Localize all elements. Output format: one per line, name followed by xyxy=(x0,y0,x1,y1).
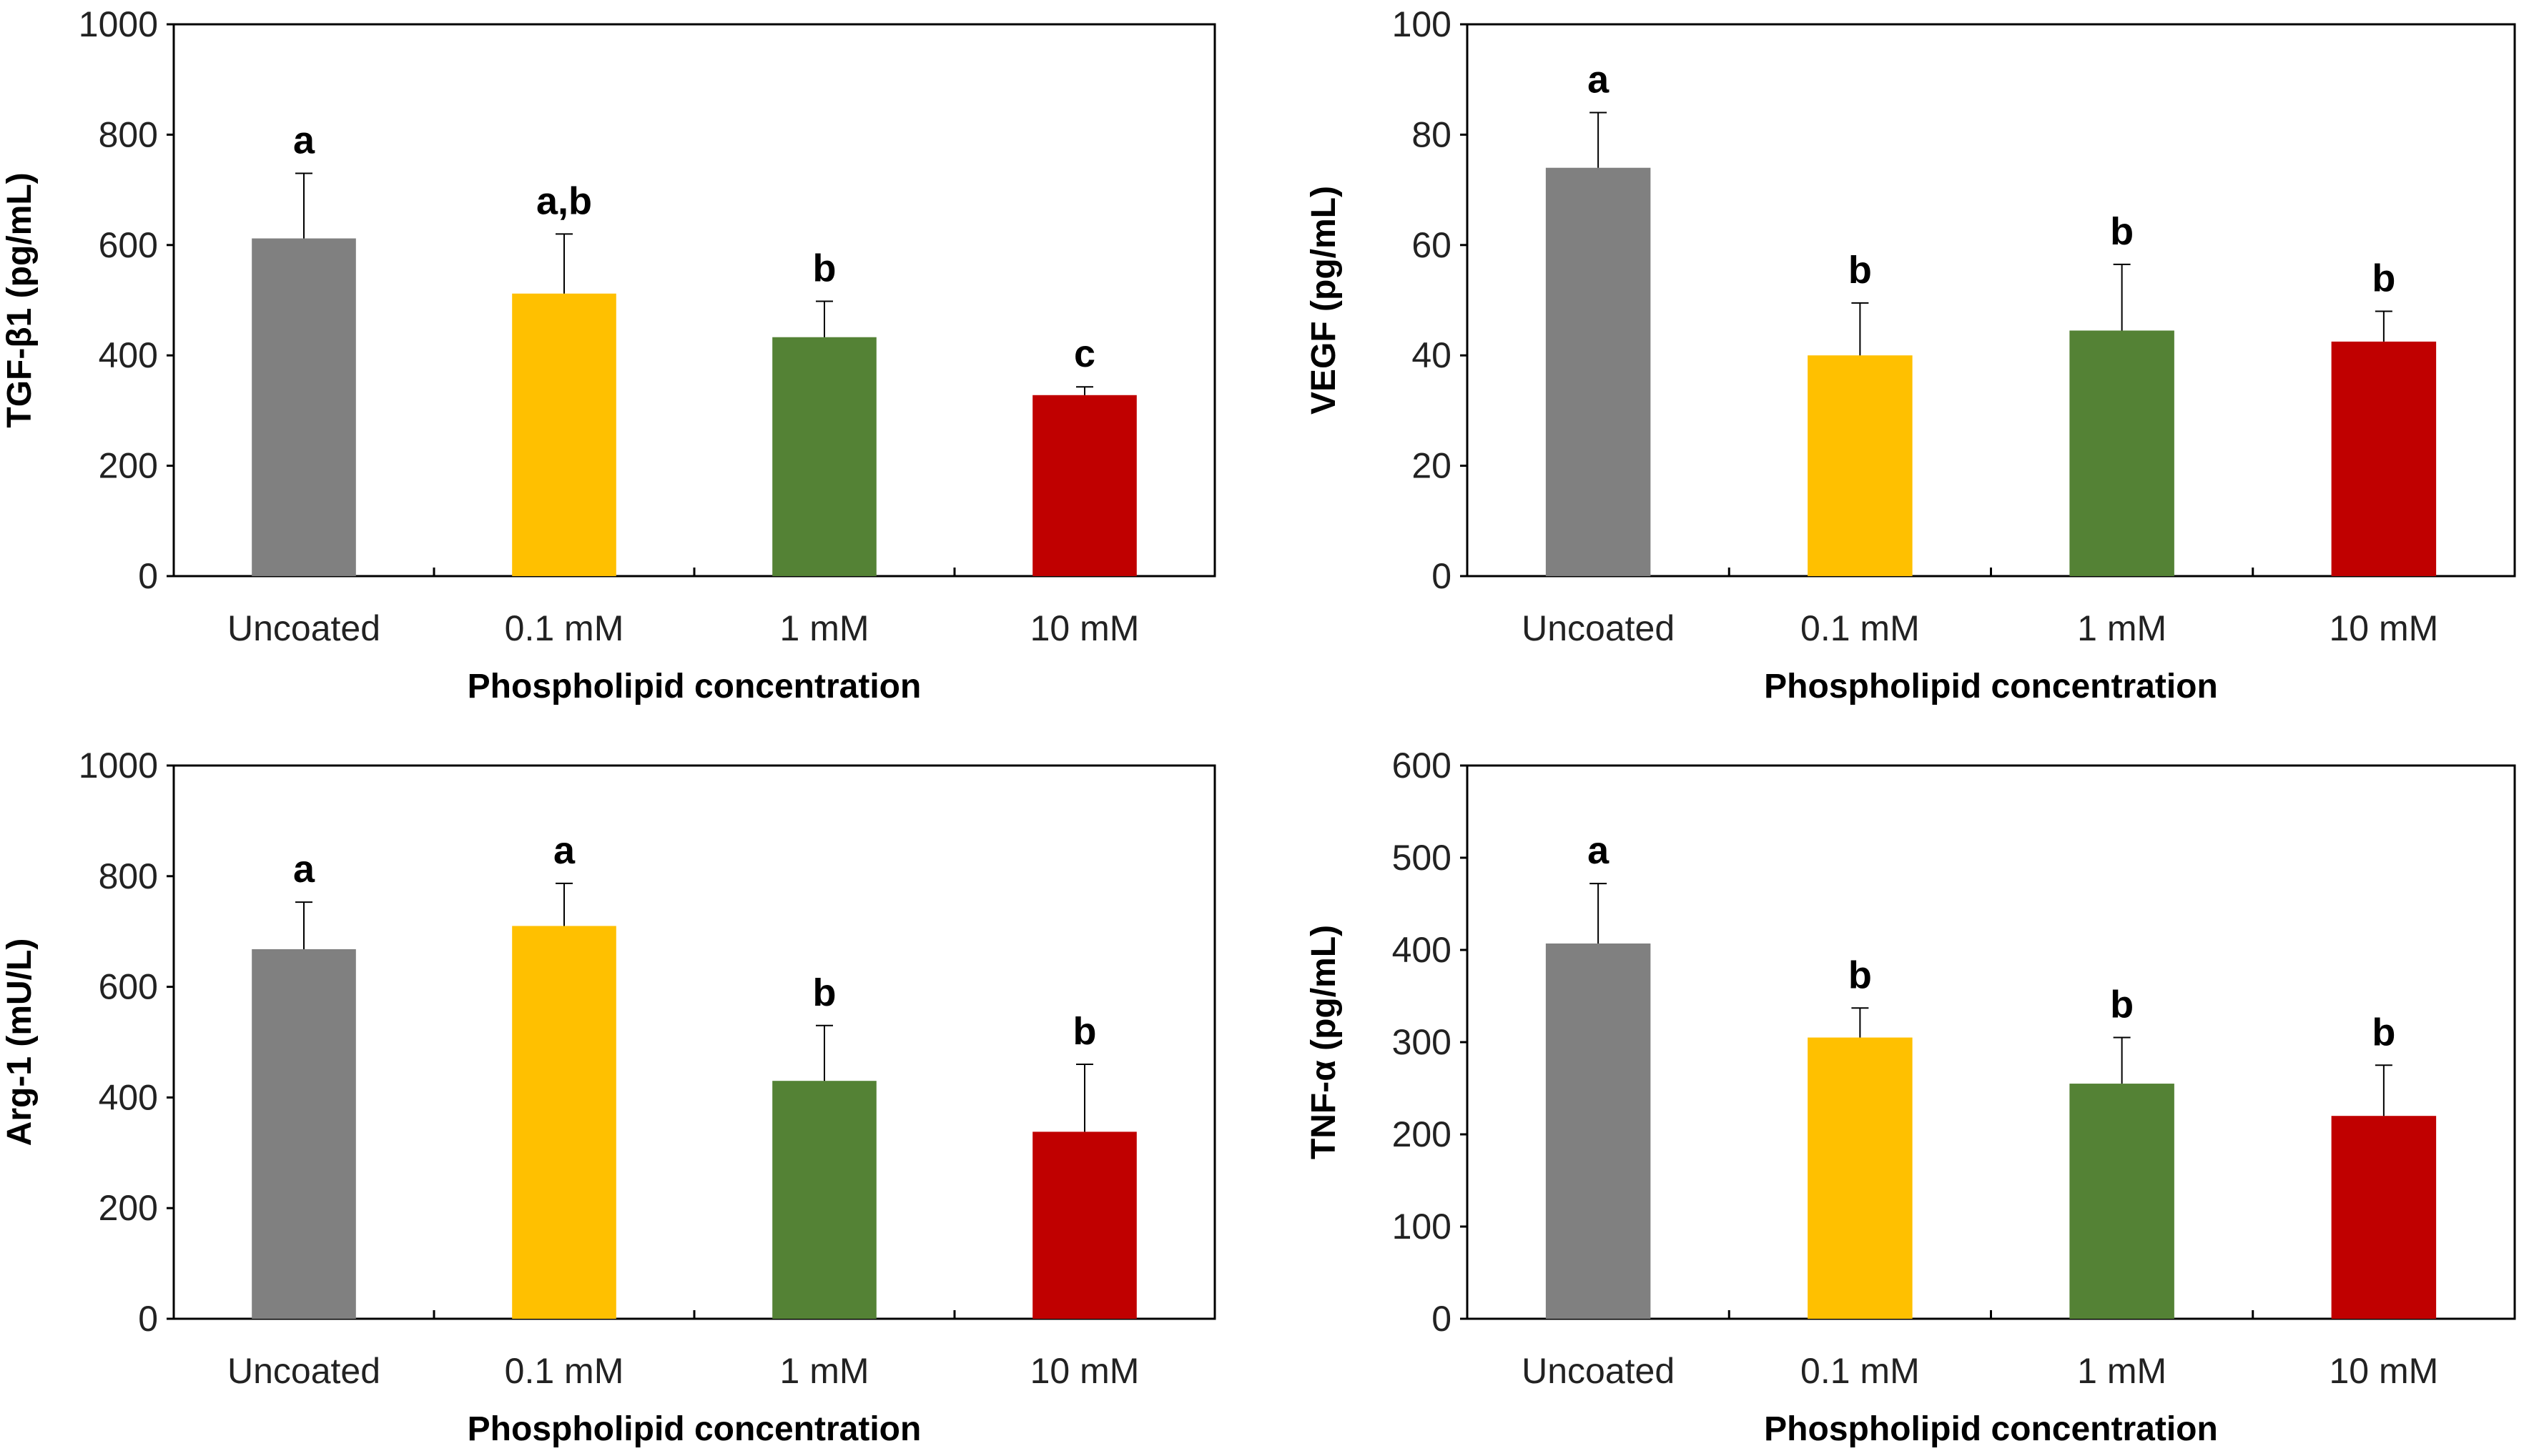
x-tick-label: 10 mM xyxy=(1030,1351,1140,1391)
chart-panel-3: 0 100 200 300 400 500 600 a Uncoated b 0.1 mM b 1 mM… xyxy=(1305,746,2516,1448)
x-tick-label: 10 mM xyxy=(2329,1351,2438,1391)
chart-panel-2: 0 200 400 600 800 1000 a Uncoated a 0.1 mM b 1 mM b 1… xyxy=(1,746,1216,1448)
y-tick-label: 200 xyxy=(1392,1114,1451,1154)
x-tick-label: 0.1 mM xyxy=(1800,1351,1920,1391)
y-tick-label: 100 xyxy=(1392,4,1451,44)
bar xyxy=(2069,330,2174,576)
y-tick-label: 400 xyxy=(1392,930,1451,970)
bar xyxy=(1808,1037,1913,1319)
significance-label: c xyxy=(1074,332,1095,375)
significance-label: b xyxy=(1848,249,1872,292)
x-tick-label: Uncoated xyxy=(227,608,380,648)
significance-label: a xyxy=(293,119,315,162)
significance-label: a xyxy=(293,848,315,891)
significance-label: b xyxy=(813,971,837,1014)
bar xyxy=(1545,167,1651,577)
x-tick-label: 0.1 mM xyxy=(505,608,624,648)
bar xyxy=(252,949,356,1319)
significance-label: a xyxy=(1587,829,1609,872)
significance-label: b xyxy=(2110,984,2134,1026)
significance-label: b xyxy=(1073,1010,1097,1053)
bar xyxy=(2331,1116,2437,1319)
y-tick-label: 0 xyxy=(138,1299,158,1339)
significance-label: a xyxy=(553,829,576,872)
y-tick-label: 400 xyxy=(99,1077,158,1117)
y-tick-label: 200 xyxy=(99,1188,158,1228)
x-tick-label: 1 mM xyxy=(2077,1351,2166,1391)
x-tick-label: 0.1 mM xyxy=(1800,608,1920,648)
significance-label: b xyxy=(1848,954,1872,996)
y-axis-label: Arg-1 (mU/L) xyxy=(1,939,39,1147)
y-tick-label: 80 xyxy=(1411,114,1451,154)
y-axis-label: TGF-β1 (pg/mL) xyxy=(1,172,39,427)
bar xyxy=(1808,355,1913,576)
y-tick-label: 800 xyxy=(99,856,158,896)
x-tick-label: Uncoated xyxy=(1522,1351,1675,1391)
y-tick-label: 1000 xyxy=(79,746,158,786)
y-tick-label: 600 xyxy=(99,967,158,1007)
x-axis-label: Phospholipid concentration xyxy=(468,668,922,705)
y-tick-label: 500 xyxy=(1392,838,1451,878)
bar xyxy=(252,238,356,576)
x-axis-label: Phospholipid concentration xyxy=(1764,668,2218,705)
x-tick-label: 1 mM xyxy=(780,608,869,648)
bar xyxy=(512,293,616,576)
y-tick-label: 200 xyxy=(99,446,158,486)
y-tick-label: 0 xyxy=(1431,1299,1451,1339)
x-tick-label: 1 mM xyxy=(2077,608,2166,648)
bar xyxy=(1032,1131,1137,1319)
y-axis-label: VEGF (pg/mL) xyxy=(1305,186,1343,415)
x-tick-label: Uncoated xyxy=(1522,608,1675,648)
x-axis-label: Phospholipid concentration xyxy=(468,1410,922,1448)
x-tick-label: 0.1 mM xyxy=(505,1351,624,1391)
bar xyxy=(772,337,877,576)
x-tick-label: Uncoated xyxy=(227,1351,380,1391)
chart-panel-1: 0 20 40 60 80 100 a Uncoated b 0.1 mM b 1 mM b 10 mM P… xyxy=(1305,4,2516,705)
y-tick-label: 60 xyxy=(1411,225,1451,265)
x-tick-label: 10 mM xyxy=(1030,608,1140,648)
y-tick-label: 1000 xyxy=(79,4,158,44)
y-tick-label: 400 xyxy=(99,335,158,375)
bar xyxy=(2069,1084,2174,1319)
x-tick-label: 10 mM xyxy=(2329,608,2438,648)
x-tick-label: 1 mM xyxy=(780,1351,869,1391)
x-axis-label: Phospholipid concentration xyxy=(1764,1410,2218,1448)
y-tick-label: 0 xyxy=(138,556,158,596)
bar xyxy=(2331,341,2437,576)
significance-label: b xyxy=(2110,210,2134,253)
bar xyxy=(772,1081,877,1319)
y-tick-label: 40 xyxy=(1411,335,1451,375)
y-tick-label: 800 xyxy=(99,114,158,154)
bar xyxy=(1545,943,1651,1319)
y-axis-label: TNF-α (pg/mL) xyxy=(1305,925,1343,1159)
significance-label: a xyxy=(1587,59,1609,101)
significance-label: a,b xyxy=(536,179,592,222)
chart-panel-0: 0 200 400 600 800 1000 a Uncoated a,b 0.1 mM b 1 mM… xyxy=(1,4,1216,705)
y-tick-label: 600 xyxy=(1392,746,1451,786)
y-tick-label: 600 xyxy=(99,225,158,265)
significance-label: b xyxy=(813,247,837,290)
significance-label: b xyxy=(2372,257,2395,299)
y-tick-label: 100 xyxy=(1392,1207,1451,1247)
y-tick-label: 0 xyxy=(1431,556,1451,596)
y-tick-label: 300 xyxy=(1392,1022,1451,1062)
significance-label: b xyxy=(2372,1011,2395,1054)
bar xyxy=(512,926,616,1319)
bar xyxy=(1032,395,1137,576)
y-tick-label: 20 xyxy=(1411,446,1451,486)
